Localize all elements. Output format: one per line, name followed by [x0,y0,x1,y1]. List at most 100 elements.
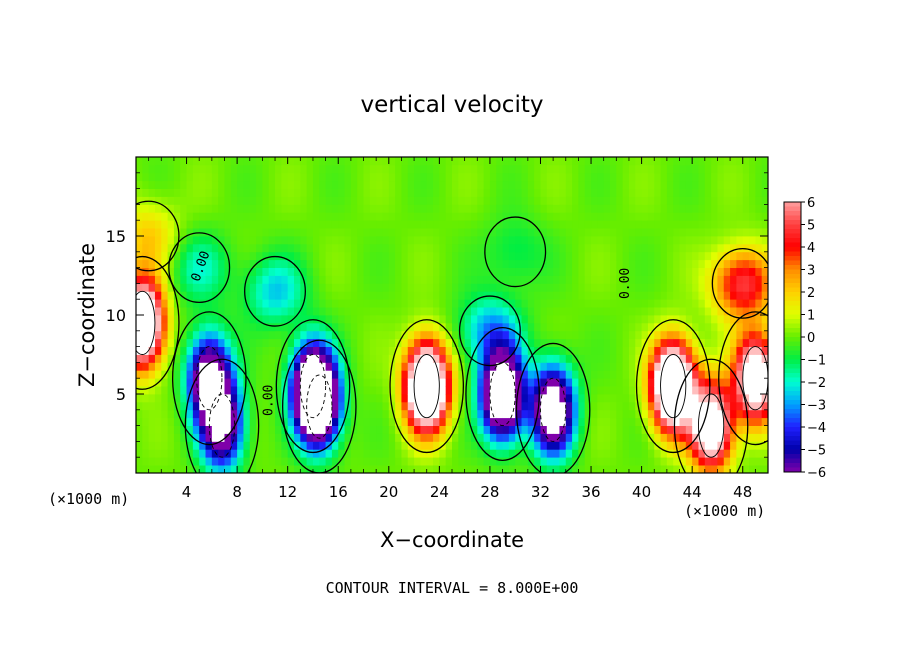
heatmap-cell [256,188,263,197]
heatmap-cell [704,172,712,182]
heatmap-cell [338,417,345,426]
heatmap-cell [692,157,699,166]
heatmap-cell [559,457,567,466]
heatmap-cell [470,457,478,466]
heatmap-cell [464,386,472,395]
heatmap-cell [414,338,421,347]
heatmap-cell [142,330,150,340]
heatmap-cell [306,267,314,276]
heatmap-cell [180,236,187,245]
colorbar-segment [784,260,801,266]
heatmap-cell [154,180,162,189]
heatmap-cell [224,409,232,419]
heatmap-cell [540,338,548,347]
heatmap-cell [256,228,263,237]
heatmap-cell [369,251,377,261]
heatmap-cell [167,457,175,466]
heatmap-cell [736,370,744,379]
heatmap-cell [275,394,282,403]
colorbar-segment [784,319,801,324]
heatmap-cell [275,354,282,363]
heatmap-cell [243,401,251,411]
heatmap-cell [730,417,737,426]
heatmap-cell [401,354,409,363]
heatmap-cell [167,299,175,308]
heatmap-cell [237,267,244,276]
heatmap-cell [749,180,756,189]
heatmap-cell [496,425,503,434]
heatmap-cell [673,354,680,363]
heatmap-cell [300,386,308,395]
heatmap-cell [546,236,554,245]
heatmap-cell [610,378,617,387]
heatmap-cell [369,457,377,466]
heatmap-cell [622,322,630,332]
heatmap-cell [142,441,150,450]
heatmap-cell [281,220,289,229]
heatmap-cell [363,457,371,466]
heatmap-cell [218,164,225,174]
heatmap-cell [338,212,345,221]
heatmap-cell [439,401,447,411]
heatmap-cell [376,417,383,426]
heatmap-cell [496,236,503,245]
heatmap-cell [433,354,440,363]
heatmap-cell [357,425,364,434]
heatmap-cell [464,180,472,189]
heatmap-cell [458,283,466,292]
heatmap-cell [148,228,156,237]
heatmap-cell [692,465,699,473]
heatmap-cell [761,228,768,237]
heatmap-cell [275,441,282,450]
heatmap-cell [635,338,642,347]
heatmap-cell [610,354,617,363]
heatmap-cell [287,330,295,340]
heatmap-cell [294,315,301,324]
heatmap-cell [673,409,680,419]
heatmap-cell [736,362,744,371]
heatmap-cell [344,370,352,379]
heatmap-cell [704,386,712,395]
heatmap-cell [679,291,687,300]
heatmap-cell [426,164,434,174]
heatmap-cell [388,457,396,466]
heatmap-cell [635,228,642,237]
heatmap-cell [452,338,459,347]
heatmap-cell [338,267,345,276]
heatmap-cell [546,401,554,411]
heatmap-cell [199,283,206,292]
heatmap-cell [433,196,440,205]
heatmap-cell [357,370,364,379]
heatmap-cell [357,433,364,442]
heatmap-cell [464,204,472,213]
heatmap-cell [312,220,320,229]
heatmap-cell [502,322,510,332]
heatmap-cell [154,236,162,245]
heatmap-cell [338,378,345,387]
colorbar-segment [784,328,801,333]
heatmap-cell [148,236,156,245]
heatmap-cell [749,188,756,197]
heatmap-cell [192,228,200,237]
heatmap-cell [167,220,175,229]
heatmap-cell [325,449,333,458]
heatmap-cell [414,291,421,300]
heatmap-cell [224,370,232,379]
heatmap-cell [616,465,624,473]
heatmap-cell [546,275,554,284]
heatmap-cell [395,401,402,411]
heatmap-cell [749,291,756,300]
heatmap-cell [230,441,238,450]
heatmap-cell [414,259,421,268]
heatmap-cell [243,172,251,182]
heatmap-cell [489,172,497,182]
heatmap-cell [635,172,642,182]
heatmap-cell [755,338,763,347]
heatmap-cell [540,441,548,450]
heatmap-cell [540,172,548,182]
heatmap-cell [414,307,421,316]
heatmap-cell [249,164,257,174]
heatmap-cell [565,196,573,205]
heatmap-cell [350,267,358,276]
heatmap-cell [673,204,680,213]
